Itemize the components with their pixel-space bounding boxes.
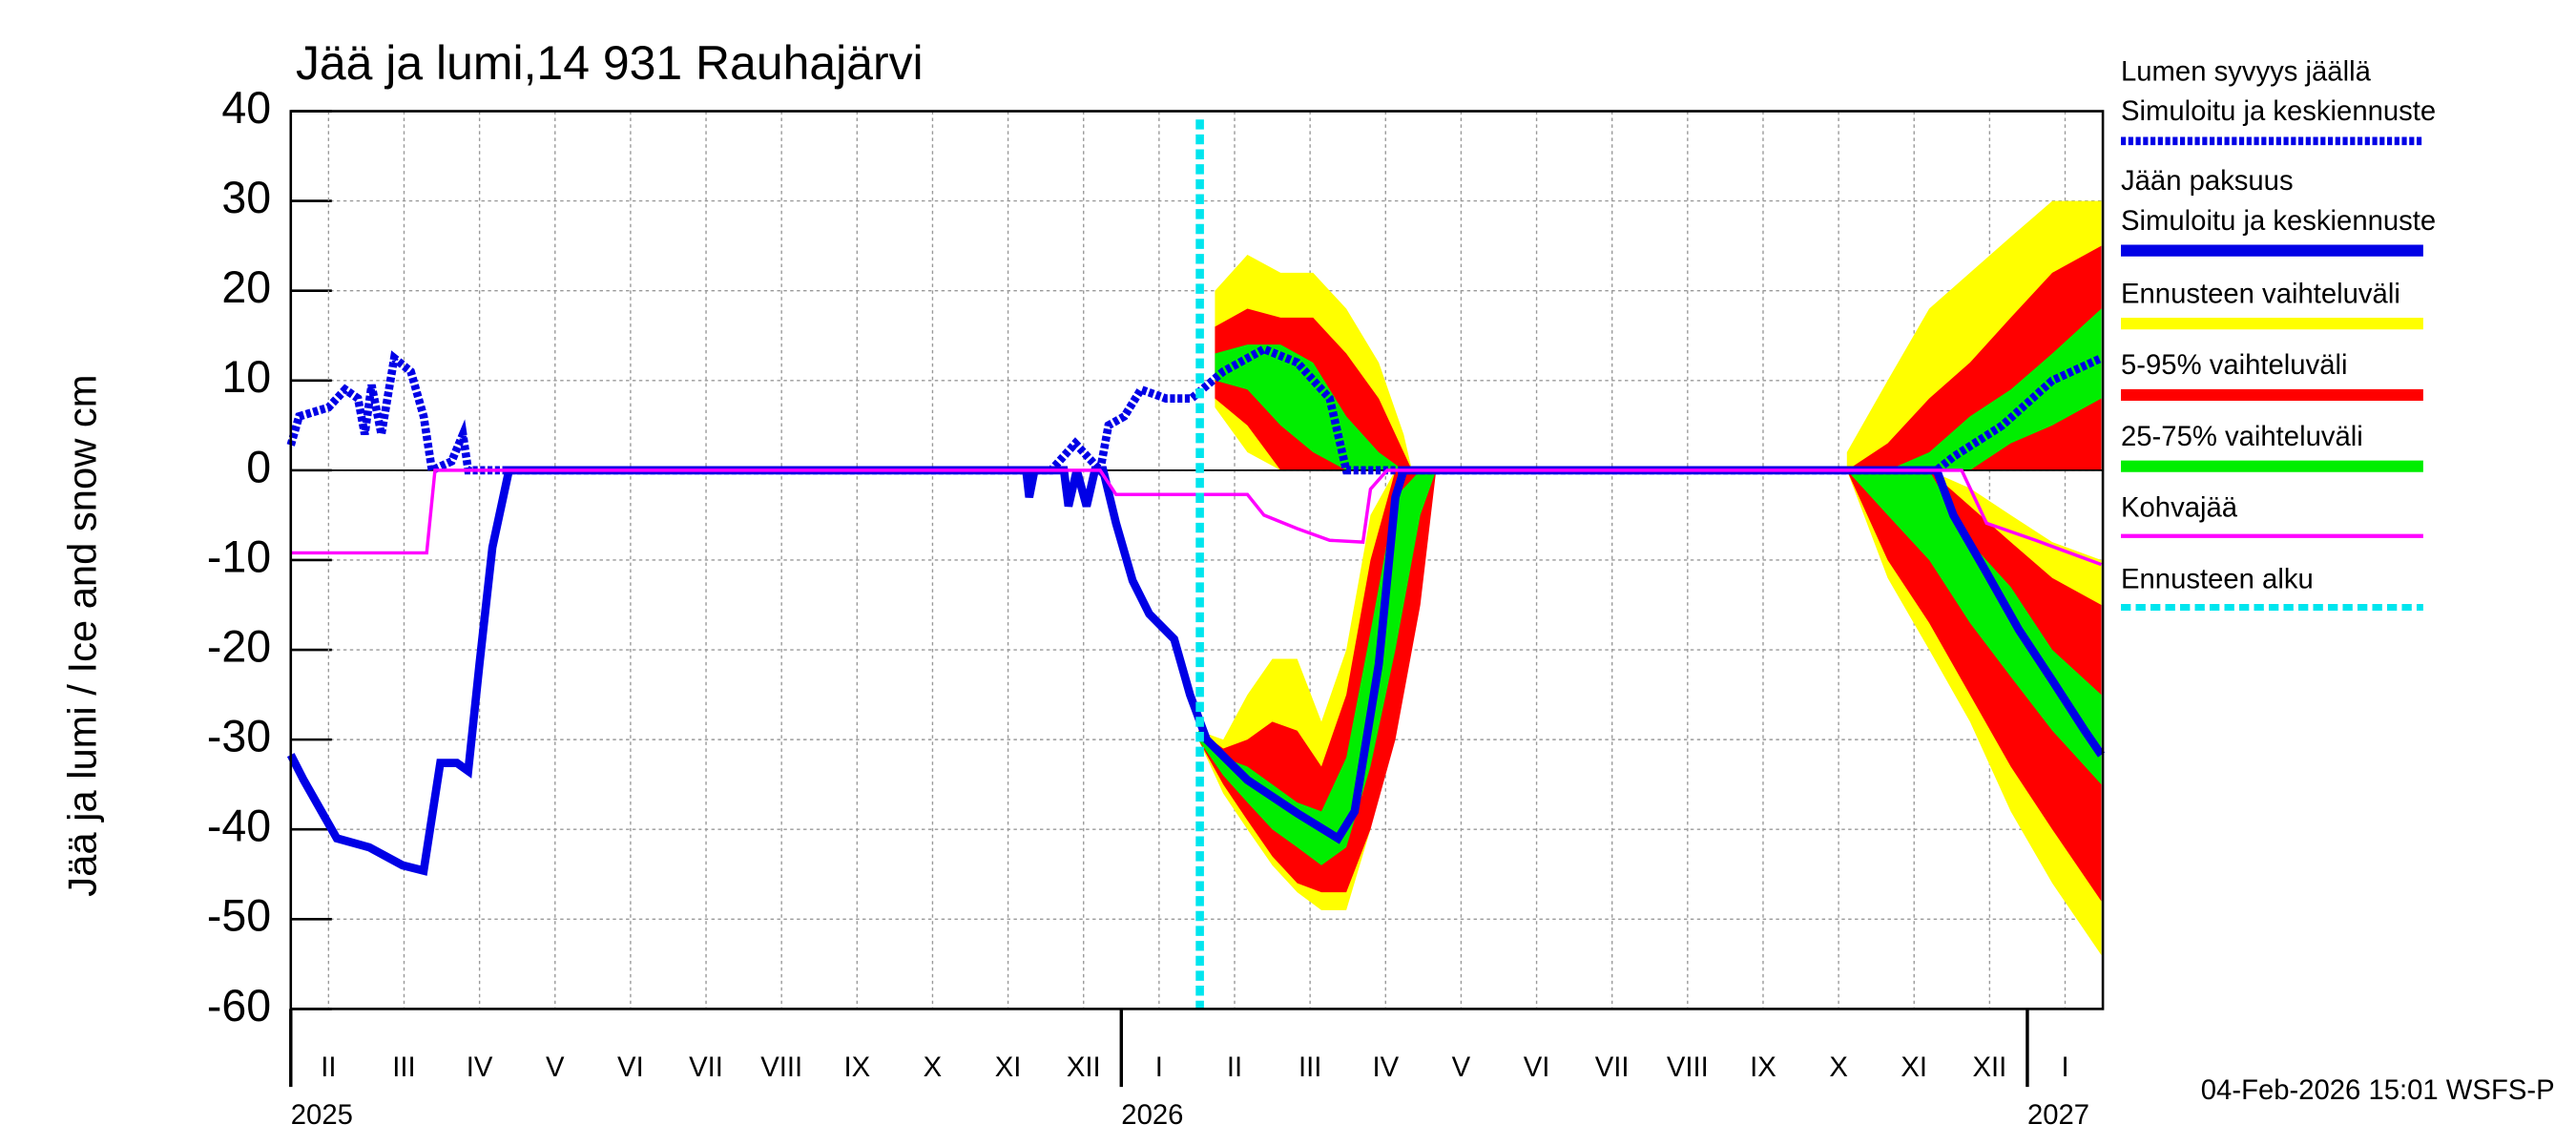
y-tick-label: -20 (207, 621, 271, 671)
y-tick-label: -10 (207, 531, 271, 581)
year-label: 2025 (291, 1099, 353, 1131)
x-tick-label: VII (1595, 1051, 1630, 1083)
legend-label: Simuloitu ja keskiennuste (2121, 95, 2436, 127)
x-tick-label: VIII (1667, 1051, 1709, 1083)
legend-label: Ennusteen alku (2121, 563, 2314, 594)
y-tick-label: -50 (207, 891, 271, 941)
x-tick-label: XII (1972, 1051, 2006, 1083)
x-tick-label: III (1298, 1051, 1321, 1083)
y-axis-label: Jää ja lumi / Ice and snow cm (60, 374, 105, 896)
forecast-band (1215, 344, 1412, 470)
y-tick-label: -30 (207, 711, 271, 760)
legend-label: 25-75% vaihteluväli (2121, 421, 2363, 452)
x-tick-label: V (546, 1051, 565, 1083)
series-line (286, 344, 2104, 480)
series-line (290, 468, 2103, 567)
forecast-band (1846, 469, 2102, 902)
x-tick-label: X (924, 1051, 943, 1083)
x-tick-label: IV (1372, 1051, 1399, 1083)
legend-label: Kohvajää (2121, 492, 2238, 524)
forecast-band (1846, 308, 2102, 470)
year-label: 2026 (1121, 1099, 1183, 1131)
forecast-band (1198, 469, 1437, 865)
x-tick-label: II (321, 1051, 336, 1083)
x-tick-label: XI (1901, 1051, 1927, 1083)
x-tick-label: III (392, 1051, 415, 1083)
x-tick-label: V (1452, 1051, 1471, 1083)
chart-title: Jää ja lumi,14 931 Rauhajärvi (296, 36, 924, 90)
x-tick-label: IX (1750, 1051, 1776, 1083)
x-tick-label: IV (467, 1051, 493, 1083)
legend-label: Simuloitu ja keskiennuste (2121, 205, 2436, 237)
x-tick-label: I (1155, 1051, 1163, 1083)
legend-label: Ennusteen vaihteluväli (2121, 278, 2400, 309)
x-tick-label: VI (617, 1051, 644, 1083)
y-tick-label: 30 (221, 173, 271, 222)
x-tick-label: XII (1067, 1051, 1101, 1083)
footer: 04-Feb-2026 15:01 WSFS-P (2201, 1074, 2555, 1106)
y-tick-label: 40 (221, 83, 271, 133)
x-tick-label: XI (995, 1051, 1022, 1083)
y-tick-label: 10 (221, 352, 271, 402)
y-tick-label: -60 (207, 981, 271, 1030)
legend-label: Jään paksuus (2121, 165, 2294, 197)
x-tick-label: VIII (760, 1051, 802, 1083)
x-tick-label: IX (843, 1051, 870, 1083)
x-tick-label: VI (1524, 1051, 1550, 1083)
year-label: 2027 (2027, 1099, 2089, 1131)
y-tick-label: 0 (246, 442, 271, 491)
plot-frame (289, 110, 2105, 1010)
x-tick-label: I (2061, 1051, 2068, 1083)
y-tick-label: -40 (207, 801, 271, 850)
x-tick-label: II (1227, 1051, 1242, 1083)
y-tick-label: 20 (221, 262, 271, 312)
legend-label: 5-95% vaihteluväli (2121, 349, 2347, 381)
forecast-band (1846, 469, 2102, 785)
legend-label: Lumen syvyys jäällä (2121, 55, 2371, 87)
x-tick-label: X (1829, 1051, 1848, 1083)
x-tick-label: VII (689, 1051, 723, 1083)
